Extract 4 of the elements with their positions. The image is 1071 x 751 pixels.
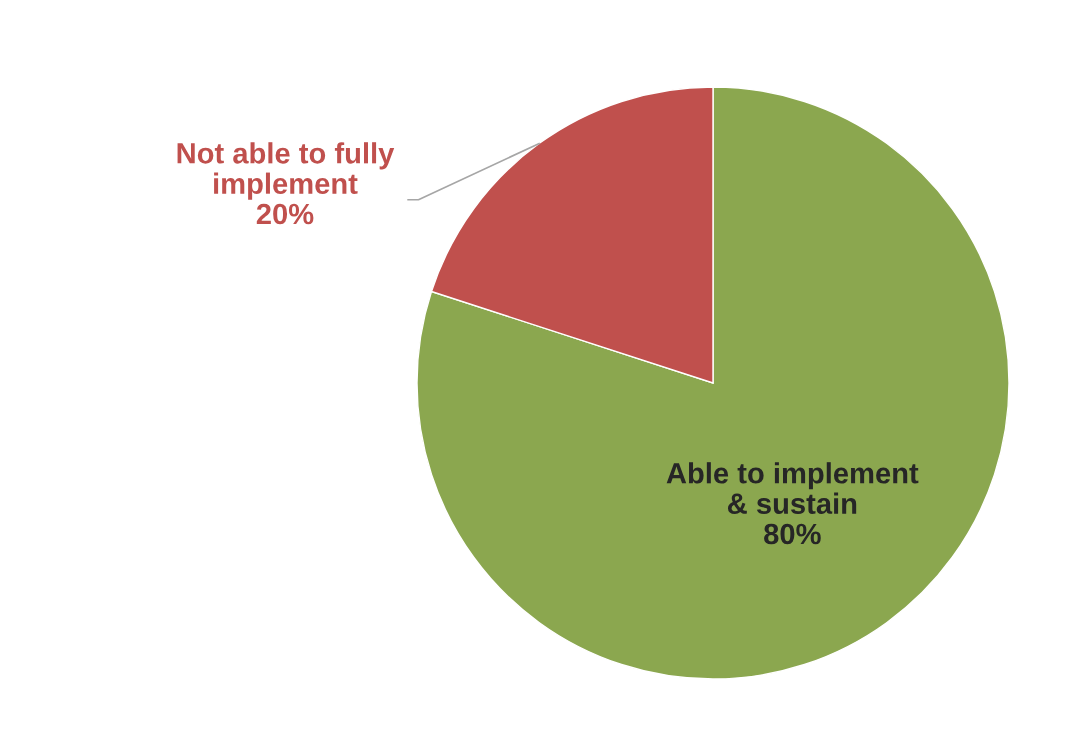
slice-label: Able to implement & sustain: [666, 462, 919, 514]
slice-label: Not able to fully implement: [177, 142, 395, 200]
data-label: 20%: [256, 203, 314, 225]
data-label: 80%: [764, 523, 821, 545]
